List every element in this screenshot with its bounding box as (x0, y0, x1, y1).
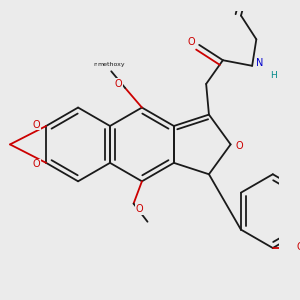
Text: O: O (33, 159, 40, 169)
Text: methoxy: methoxy (93, 62, 121, 67)
Text: H: H (270, 71, 276, 80)
Text: O: O (235, 141, 243, 151)
Text: O: O (114, 79, 122, 89)
Text: O: O (135, 204, 143, 214)
Text: methoxy: methoxy (98, 62, 125, 67)
Text: O: O (187, 37, 195, 47)
Text: O: O (297, 242, 300, 252)
Text: N: N (256, 58, 264, 68)
Text: O: O (33, 120, 40, 130)
